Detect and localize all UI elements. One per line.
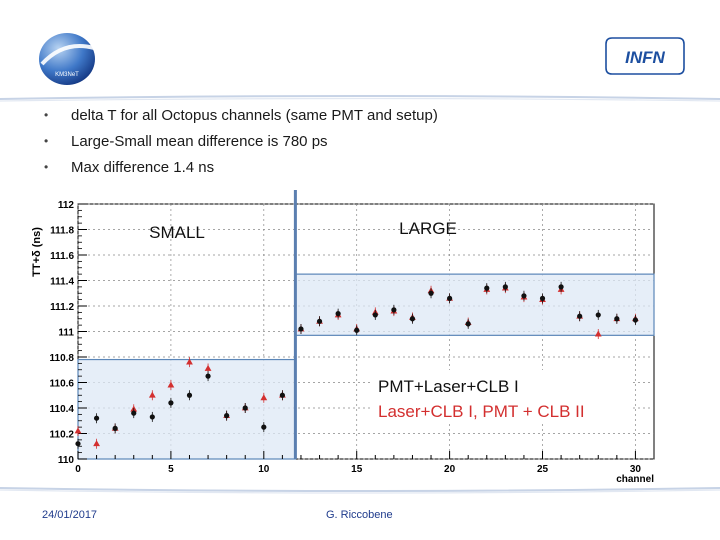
footer-author: G. Riccobene <box>326 509 393 521</box>
y-tick-label: 111.6 <box>50 251 74 262</box>
km3net-logo: KM3NeT <box>39 33 95 85</box>
legend-box <box>372 370 630 422</box>
data-point-red-triangle <box>167 381 175 388</box>
x-tick-label: 10 <box>258 464 270 475</box>
bullet-list: • delta T for all Octopus channels (same … <box>44 106 438 184</box>
bullet-text: Max difference 1.4 ns <box>71 159 215 176</box>
data-point-black-circle <box>391 307 397 313</box>
bullet-dot-icon: • <box>44 160 49 174</box>
data-point-black-circle <box>484 285 490 291</box>
infn-logo: INFN <box>605 37 685 75</box>
data-point-red-triangle <box>186 358 193 365</box>
data-point-black-circle <box>521 293 527 299</box>
data-point-black-circle <box>539 295 546 301</box>
data-point-black-circle <box>261 424 267 430</box>
data-point-black-circle <box>595 312 601 318</box>
region-boxes <box>77 273 655 460</box>
km3net-logo-text: KM3NeT <box>55 72 79 78</box>
data-point-red-triangle <box>594 330 602 337</box>
data-point-black-circle <box>149 414 155 420</box>
y-tick-label: 111.4 <box>50 277 74 288</box>
data-point-black-circle <box>614 316 620 322</box>
data-point-black-circle <box>186 392 193 398</box>
data-point-red-triangle <box>148 391 156 398</box>
y-tick-label: 111.8 <box>50 226 74 237</box>
data-point-black-circle <box>409 316 416 322</box>
bullet-item: • delta T for all Octopus channels (same … <box>44 106 438 132</box>
data-point-red-triangle <box>204 364 212 371</box>
y-tick-label: 110 <box>58 455 75 466</box>
y-tick-label: 112 <box>58 200 75 211</box>
region-box-large <box>294 273 655 336</box>
x-tick-label: 15 <box>351 464 363 475</box>
footer-date: 24/01/2017 <box>42 509 98 521</box>
legend-entry-black: PMT+Laser+CLB I <box>378 377 519 396</box>
bullet-text: delta T for all Octopus channels (same P… <box>71 107 438 124</box>
bullet-dot-icon: • <box>44 134 49 148</box>
data-point-black-circle <box>465 321 471 327</box>
header-rule <box>0 95 720 102</box>
y-tick-label: 110.6 <box>50 379 75 390</box>
x-tick-label: 30 <box>630 464 642 475</box>
data-point-black-circle <box>632 317 639 323</box>
data-point-black-circle <box>354 327 360 333</box>
data-point-black-circle <box>428 290 434 296</box>
x-tick-label: 0 <box>75 464 81 475</box>
data-point-red-triangle <box>74 427 82 434</box>
infn-logo-text: INFN <box>625 48 665 67</box>
data-point-black-circle <box>131 410 137 416</box>
bullet-item: • Large-Small mean difference is 780 ps <box>44 132 438 158</box>
data-point-black-circle <box>298 326 304 332</box>
data-point-black-circle <box>75 441 81 447</box>
data-marks <box>74 281 639 449</box>
axes: 0 5 10 15 20 25 30 110 110.2 110.4 110.6 110.8 111 11… <box>50 200 655 475</box>
data-point-black-circle <box>335 311 341 317</box>
data-point-black-circle <box>447 295 453 301</box>
data-point-black-circle <box>93 415 100 421</box>
data-point-black-circle <box>205 373 211 379</box>
region-box-small <box>77 358 296 460</box>
legend-entry-red: Laser+CLB I, PMT + CLB II <box>378 402 585 421</box>
x-tick-label: 5 <box>168 464 174 475</box>
data-point-black-circle <box>224 413 230 419</box>
scatter-chart: 0 5 10 15 20 25 30 110 110.2 110.4 110.6 110.8 111 11… <box>31 190 655 485</box>
data-point-black-circle <box>502 284 508 290</box>
data-point-black-circle <box>112 425 118 431</box>
data-point-black-circle <box>577 313 583 319</box>
x-axis-label: channel <box>616 474 654 485</box>
footer-rule <box>0 487 720 494</box>
y-tick-label: 111 <box>58 328 74 339</box>
data-point-black-circle <box>372 312 378 318</box>
region-label-small: SMALL <box>149 223 205 242</box>
y-tick-label: 110.4 <box>50 404 75 415</box>
x-tick-label: 25 <box>537 464 549 475</box>
y-tick-label: 110.2 <box>50 430 75 441</box>
data-point-red-triangle <box>260 394 268 401</box>
data-point-black-circle <box>279 392 285 398</box>
data-point-black-circle <box>242 405 248 411</box>
y-axis-label: TT+δ (ns) <box>31 227 43 277</box>
bullet-dot-icon: • <box>44 108 49 122</box>
region-label-large: LARGE <box>399 219 457 238</box>
data-point-black-circle <box>168 400 174 406</box>
bullet-item: • Max difference 1.4 ns <box>44 158 438 184</box>
y-tick-label: 110.8 <box>50 353 75 364</box>
data-point-red-triangle <box>93 440 100 447</box>
x-tick-label: 20 <box>444 464 456 475</box>
bullet-text: Large-Small mean difference is 780 ps <box>71 133 328 150</box>
y-tick-label: 111.2 <box>50 302 74 313</box>
data-point-black-circle <box>316 318 323 324</box>
data-point-black-circle <box>558 284 564 290</box>
